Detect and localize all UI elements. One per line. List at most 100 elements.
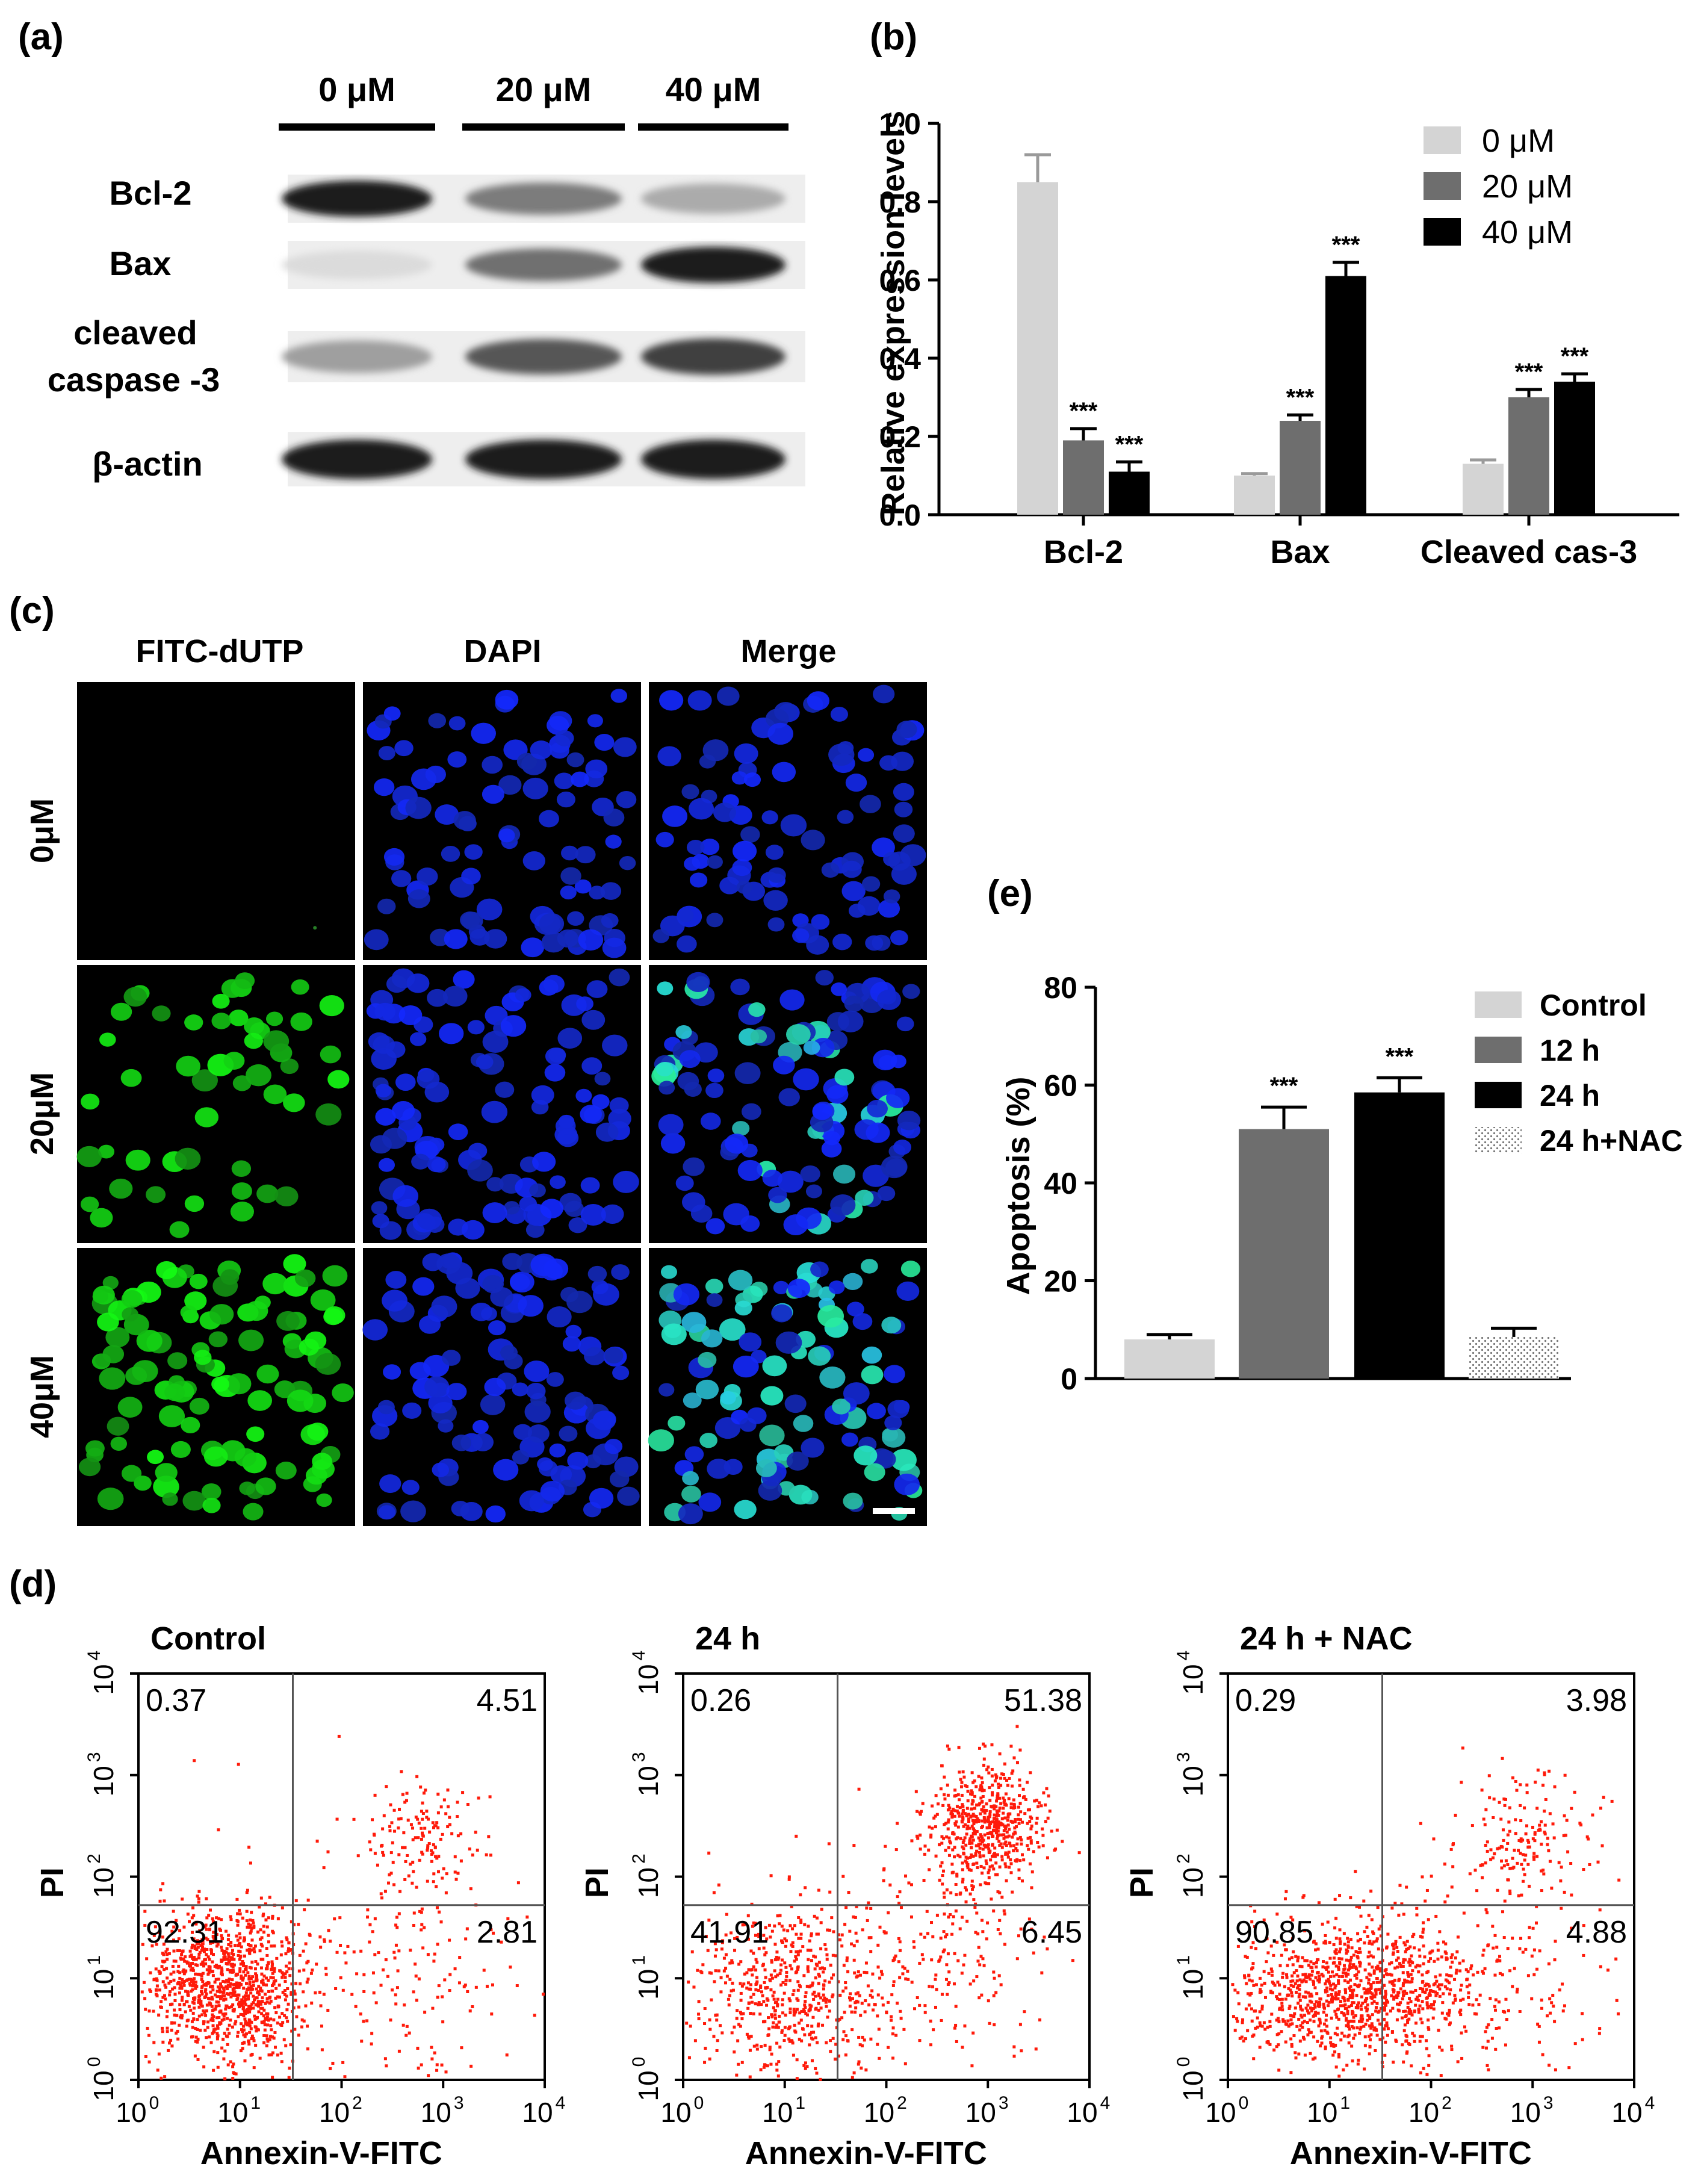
tunel-cell-nucleus (762, 1170, 782, 1187)
flow-dot (448, 1816, 451, 1819)
flow-dot (1429, 1988, 1433, 1992)
flow-dot (198, 1950, 202, 1954)
flow-dot (1332, 1956, 1336, 1960)
flow-dot (1053, 1848, 1056, 1852)
flow-dot (207, 1965, 211, 1968)
flow-dot (934, 1825, 937, 1829)
tunel-cell-nucleus (879, 755, 898, 771)
flow-dot (1409, 2012, 1413, 2015)
flow-dot (1277, 2043, 1280, 2047)
flow-dot (1521, 1853, 1525, 1857)
tunel-cell-nucleus (779, 989, 805, 1011)
flow-dot (737, 1962, 741, 1966)
flow-dot (281, 2021, 285, 2024)
flow-dot (1339, 1947, 1342, 1951)
flow-dot (193, 2006, 196, 2010)
flow-dot (982, 1763, 986, 1767)
flow-dot (1280, 2005, 1284, 2008)
flow-dot (1513, 1848, 1516, 1852)
flow-dot (1448, 2011, 1451, 2014)
flow-dot (1337, 1979, 1340, 1982)
flow-dot (987, 1843, 990, 1847)
flow-dot (981, 1795, 985, 1798)
flow-dot (1459, 2013, 1463, 2017)
flow-dot (775, 1950, 779, 1954)
flow-dot (849, 1992, 852, 1996)
flow-dot (825, 1958, 829, 1961)
flow-dot (1240, 2035, 1244, 2039)
tunel-cell-nucleus (717, 686, 740, 706)
flow-dot (878, 1976, 882, 1980)
tunel-cell-nucleus (700, 1112, 721, 1130)
flow-dot (256, 1962, 259, 1966)
flow-dot (220, 1970, 224, 1973)
flow-dot (1327, 2000, 1331, 2004)
flow-dot (988, 1813, 992, 1816)
flow-dot (199, 2029, 202, 2032)
flow-dot (1334, 1984, 1337, 1988)
tunel-cell-nucleus (866, 1403, 886, 1419)
flow-dot (1010, 1772, 1014, 1775)
flow-dot (488, 1795, 492, 1799)
flow-dot (830, 1976, 834, 1980)
flow-dot (1377, 1947, 1380, 1951)
flow-ytick-base: 10 (88, 1969, 119, 2000)
flow-dot (1337, 1975, 1341, 1978)
flow-dot (182, 1968, 185, 1971)
flow-dot (387, 1881, 391, 1885)
flow-dot (876, 2043, 879, 2046)
flow-dot (229, 1995, 233, 1999)
flow-dot (166, 2009, 169, 2013)
flow-dot (981, 1789, 984, 1793)
flow-dot (1293, 2006, 1297, 2010)
flow-dot (334, 1987, 338, 1990)
flow-dot (265, 1953, 269, 1957)
flow-dot (158, 1988, 161, 1992)
flow-dot (373, 1953, 377, 1956)
flow-dot (178, 1991, 181, 1995)
flow-dot (1026, 1837, 1030, 1840)
flow-dot (1254, 1983, 1258, 1987)
flow-dot (754, 1934, 758, 1937)
flow-dot (982, 1757, 986, 1761)
flow-dot (365, 2019, 369, 2023)
tunel-cell-nucleus (613, 737, 637, 757)
flow-dot (1004, 1865, 1008, 1869)
flow-dot (1287, 2024, 1290, 2028)
flow-dot (193, 2054, 197, 2058)
flow-dot (976, 1817, 979, 1820)
flow-dot (1421, 1987, 1425, 1991)
flow-dot (795, 1997, 799, 2000)
flow-dot (207, 1971, 211, 1975)
flow-dot (1405, 1991, 1408, 1995)
flow-dot (1349, 2003, 1353, 2007)
flow-dot (747, 2001, 751, 2005)
flow-dot (247, 1997, 250, 2001)
flow-dot (212, 1931, 216, 1934)
flow-dot (876, 1943, 880, 1947)
chart-e-sig-2: *** (1386, 1043, 1414, 1070)
flow-dot (1316, 1947, 1320, 1951)
flow-dot (384, 1958, 388, 1961)
flow-dot (230, 1952, 234, 1955)
flow-dot (405, 1792, 409, 1795)
chart-b-bar-0-2 (1109, 471, 1150, 515)
flow-dot (273, 1970, 276, 1973)
tunel-cell-nucleus (467, 1159, 493, 1182)
flow-dot (1358, 1947, 1362, 1950)
tunel-cell-nucleus (90, 1208, 113, 1228)
flow-dot (431, 1851, 435, 1855)
flow-dot (940, 1993, 944, 1996)
flow-dot (322, 1866, 326, 1870)
flow-dot (763, 1981, 766, 1984)
flow-dot (255, 1974, 258, 1978)
flow-dot (204, 1995, 208, 1999)
flow-dot (1254, 2009, 1257, 2013)
flow-dot (1418, 1954, 1422, 1958)
flow-dot (248, 2006, 252, 2010)
tunel-cell-nucleus (900, 1261, 921, 1277)
flow-dot (1484, 1908, 1488, 1911)
flow-dot (1407, 2017, 1411, 2021)
flow-dot (795, 1950, 798, 1953)
flow-dot (1359, 2017, 1363, 2021)
